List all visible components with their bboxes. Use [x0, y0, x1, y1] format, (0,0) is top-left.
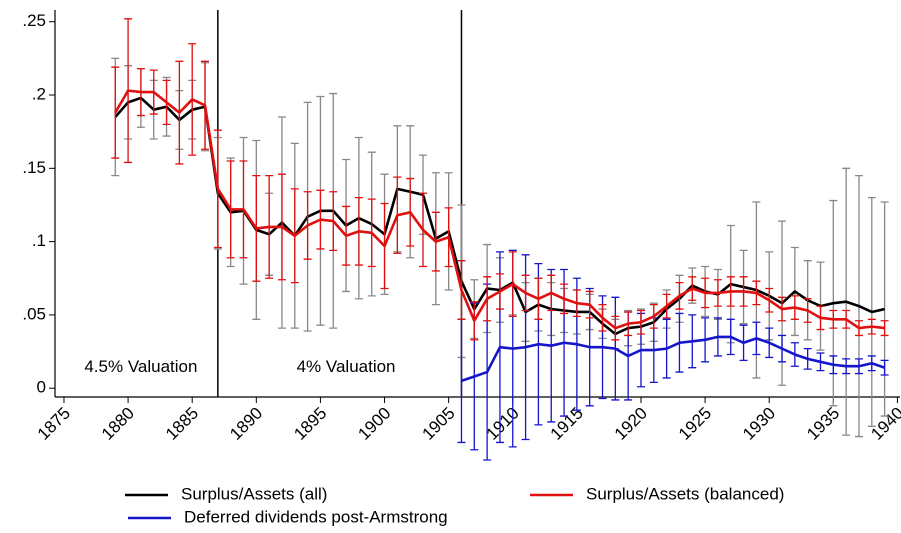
legend: Surplus/Assets (all) Deferred dividends p… — [125, 484, 784, 526]
y-tick-label: .15 — [22, 158, 46, 177]
y-tick-label: .1 — [32, 231, 46, 250]
legend-label: Surplus/Assets (all) — [181, 484, 327, 503]
x-tick-label: 1935 — [803, 404, 843, 444]
annotation: 4.5% Valuation — [84, 357, 197, 376]
x-tick-label: 1890 — [226, 404, 266, 444]
x-tick-label: 1920 — [611, 404, 651, 444]
x-tick-label: 1910 — [483, 404, 523, 444]
y-tick-label: .05 — [22, 304, 46, 323]
x-tick-label: 1930 — [739, 404, 779, 444]
legend-label: Deferred dividends post-Armstrong — [184, 507, 448, 526]
legend-label: Surplus/Assets (balanced) — [586, 484, 784, 503]
x-tick-label: 1900 — [354, 404, 394, 444]
x-tick-label: 1895 — [290, 404, 330, 444]
x-tick-label: 1925 — [675, 404, 715, 444]
x-tick-label: 1880 — [98, 404, 138, 444]
y-tick-label: .2 — [32, 85, 46, 104]
series-line — [114, 89, 885, 330]
annotation: 4% Valuation — [297, 357, 396, 376]
y-tick-label: .25 — [22, 11, 46, 30]
x-tick-label: 1875 — [34, 404, 74, 444]
x-tick-label: 1905 — [418, 404, 458, 444]
y-tick-label: 0 — [37, 378, 46, 397]
x-tick-label: 1885 — [162, 404, 202, 444]
series-line — [461, 335, 886, 383]
